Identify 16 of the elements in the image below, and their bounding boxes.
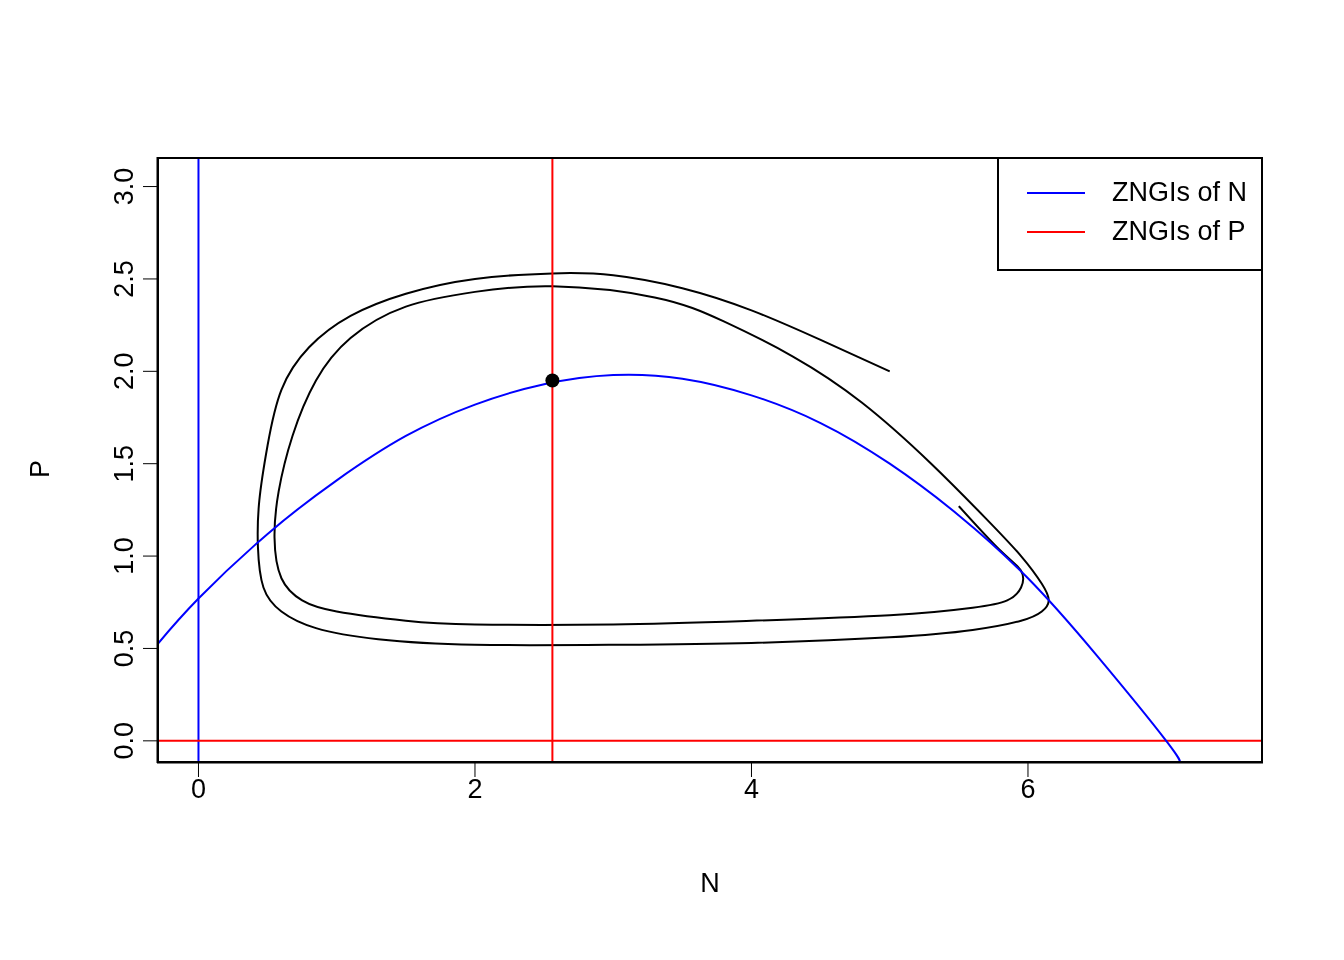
y-tick-label: 2.5 (109, 260, 139, 298)
x-tick-label: 6 (1020, 774, 1036, 805)
x-tick-label: 4 (743, 774, 759, 805)
y-tick-label: 0.5 (109, 629, 139, 668)
x-tick-label: 0 (190, 774, 206, 805)
y-axis-title: P (24, 460, 55, 479)
x-tick-label: 2 (467, 774, 483, 805)
y-tick-label: 0.0 (109, 722, 139, 760)
y-tick-label: 1.0 (109, 537, 139, 575)
y-tick-label: 2.0 (109, 352, 139, 391)
y-tick-label: 1.5 (109, 444, 139, 483)
line-series (256, 272, 1050, 647)
x-axis-title: N (700, 868, 720, 899)
legend-label: ZNGIs of N (1111, 177, 1247, 208)
legend-label: ZNGIs of P (1111, 216, 1246, 247)
y-tick-label: 3.0 (109, 167, 139, 206)
